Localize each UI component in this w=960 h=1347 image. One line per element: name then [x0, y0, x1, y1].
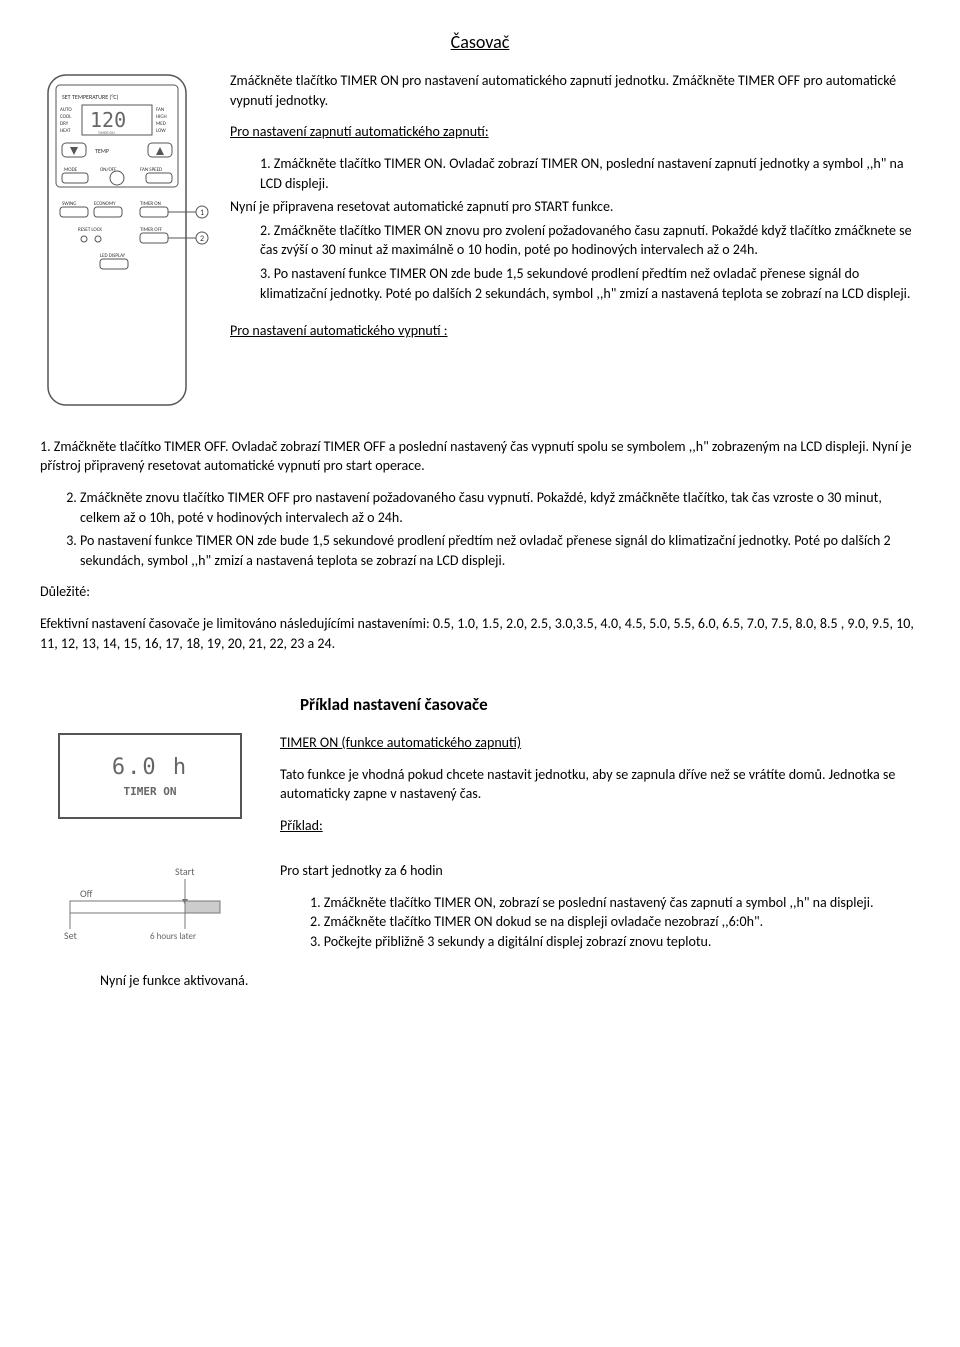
- example-sub: TIMER ON (funkce automatického zapnutí): [280, 733, 920, 753]
- section2-step1: 1. Zmáčkněte tlačítko TIMER OFF. Ovladač…: [40, 437, 920, 476]
- remote-set-temp: SET TEMPERATURE (°C): [62, 93, 119, 101]
- timeline-off: Off: [80, 887, 93, 900]
- remote-illustration: SET TEMPERATURE (°C) 120 TIMER ON AUTO C…: [40, 71, 210, 417]
- intro-paragraph: Zmáčkněte tlačítko TIMER ON pro nastaven…: [230, 71, 920, 110]
- section1-step1b: Nyní je připravena resetovat automatické…: [230, 197, 920, 217]
- important-text: Efektivní nastavení časovače je limitová…: [40, 614, 920, 653]
- remote-led-label: LED DISPLAY: [100, 253, 126, 259]
- example-step1: 1. Zmáčkněte tlačítko TIMER ON, zobrazí …: [310, 893, 920, 913]
- example-start-text: Pro start jednotky za 6 hodin: [280, 861, 920, 881]
- top-text: Zmáčkněte tlačítko TIMER ON pro nastaven…: [230, 71, 920, 417]
- remote-mode-label: MODE: [64, 167, 78, 173]
- top-section: SET TEMPERATURE (°C) 120 TIMER ON AUTO C…: [40, 71, 920, 417]
- callout-2: 2: [200, 234, 204, 244]
- section2-heading: Pro nastavení automatického vypnutí :: [230, 321, 920, 341]
- example-step2: 2. Zmáčkněte tlačítko TIMER ON dokud se …: [310, 912, 920, 932]
- remote-temp-label: TEMP: [95, 147, 109, 155]
- remote-svg: SET TEMPERATURE (°C) 120 TIMER ON AUTO C…: [40, 71, 210, 411]
- example-text-2: Pro start jednotky za 6 hodin 1. Zmáčkně…: [280, 861, 920, 957]
- example-final: Nyní je funkce aktivovaná.: [100, 971, 920, 991]
- remote-label-high: HIGH: [156, 114, 167, 120]
- remote-display-value: 120: [90, 108, 126, 132]
- remote-swing-label: SWING: [62, 201, 76, 207]
- lcd-label: TIMER ON: [124, 784, 177, 799]
- callout-1: 1: [200, 208, 204, 218]
- timeline-set: Set: [64, 929, 78, 942]
- timeline-illustration: Start Off Set 6 hours later: [40, 861, 260, 957]
- example-heading: Příklad nastavení časovače: [300, 693, 920, 717]
- remote-timeron-label: TIMER ON: [140, 201, 161, 207]
- section2-step2: Zmáčkněte znovu tlačítko TIMER OFF pro n…: [80, 488, 920, 527]
- remote-label-med: MED: [156, 121, 166, 127]
- timeline-svg: Start Off Set 6 hours later: [40, 861, 250, 951]
- section1-heading: Pro nastavení zapnutí automatického zapn…: [230, 122, 920, 142]
- page-title: Časovač: [40, 30, 920, 55]
- section2-step3: Po nastavení funkce TIMER ON zde bude 1,…: [80, 531, 920, 570]
- remote-label-auto: AUTO: [60, 107, 72, 113]
- remote-label-dry: DRY: [60, 121, 69, 127]
- example-row-2: Start Off Set 6 hours later Pro start je…: [40, 861, 920, 957]
- lcd-value: 6.0 h: [112, 753, 188, 784]
- remote-label-low: LOW: [156, 128, 166, 134]
- remote-resetlock-label: RESET LOCK: [78, 227, 102, 233]
- important-label: Důležité:: [40, 582, 920, 602]
- remote-display-sub: TIMER ON: [98, 131, 115, 136]
- example-text-1: TIMER ON (funkce automatického zapnutí) …: [280, 733, 920, 847]
- remote-timeroff-label: TIMER OFF: [140, 227, 163, 233]
- section1-steps: 1. Zmáčkněte tlačítko TIMER ON. Ovladač …: [230, 154, 920, 303]
- example-label: Příklad:: [280, 816, 920, 836]
- example-row-1: 6.0 h TIMER ON TIMER ON (funkce automati…: [40, 733, 920, 847]
- timeline-start: Start: [175, 865, 195, 878]
- section2-list: Zmáčkněte znovu tlačítko TIMER OFF pro n…: [40, 488, 920, 570]
- section1-step3: 3. Po nastavení funkce TIMER ON zde bude…: [260, 264, 920, 303]
- section1-step1: 1. Zmáčkněte tlačítko TIMER ON. Ovladač …: [260, 154, 920, 193]
- lcd-illustration: 6.0 h TIMER ON: [40, 733, 260, 847]
- example-desc: Tato funkce je vhodná pokud chcete nasta…: [280, 765, 920, 804]
- remote-economy-label: ECONOMY: [94, 201, 116, 207]
- remote-label-cool: COOL: [60, 114, 72, 120]
- section1-step2: 2. Zmáčkněte tlačítko TIMER ON znovu pro…: [260, 221, 920, 260]
- timeline-later: 6 hours later: [150, 931, 196, 942]
- example-step3: 3. Počkejte přibližně 3 sekundy a digitá…: [310, 932, 920, 952]
- remote-label-heat: HEAT: [60, 128, 71, 134]
- remote-fanspeed-label: FAN SPEED: [140, 167, 162, 173]
- remote-label-fan: FAN: [156, 107, 164, 113]
